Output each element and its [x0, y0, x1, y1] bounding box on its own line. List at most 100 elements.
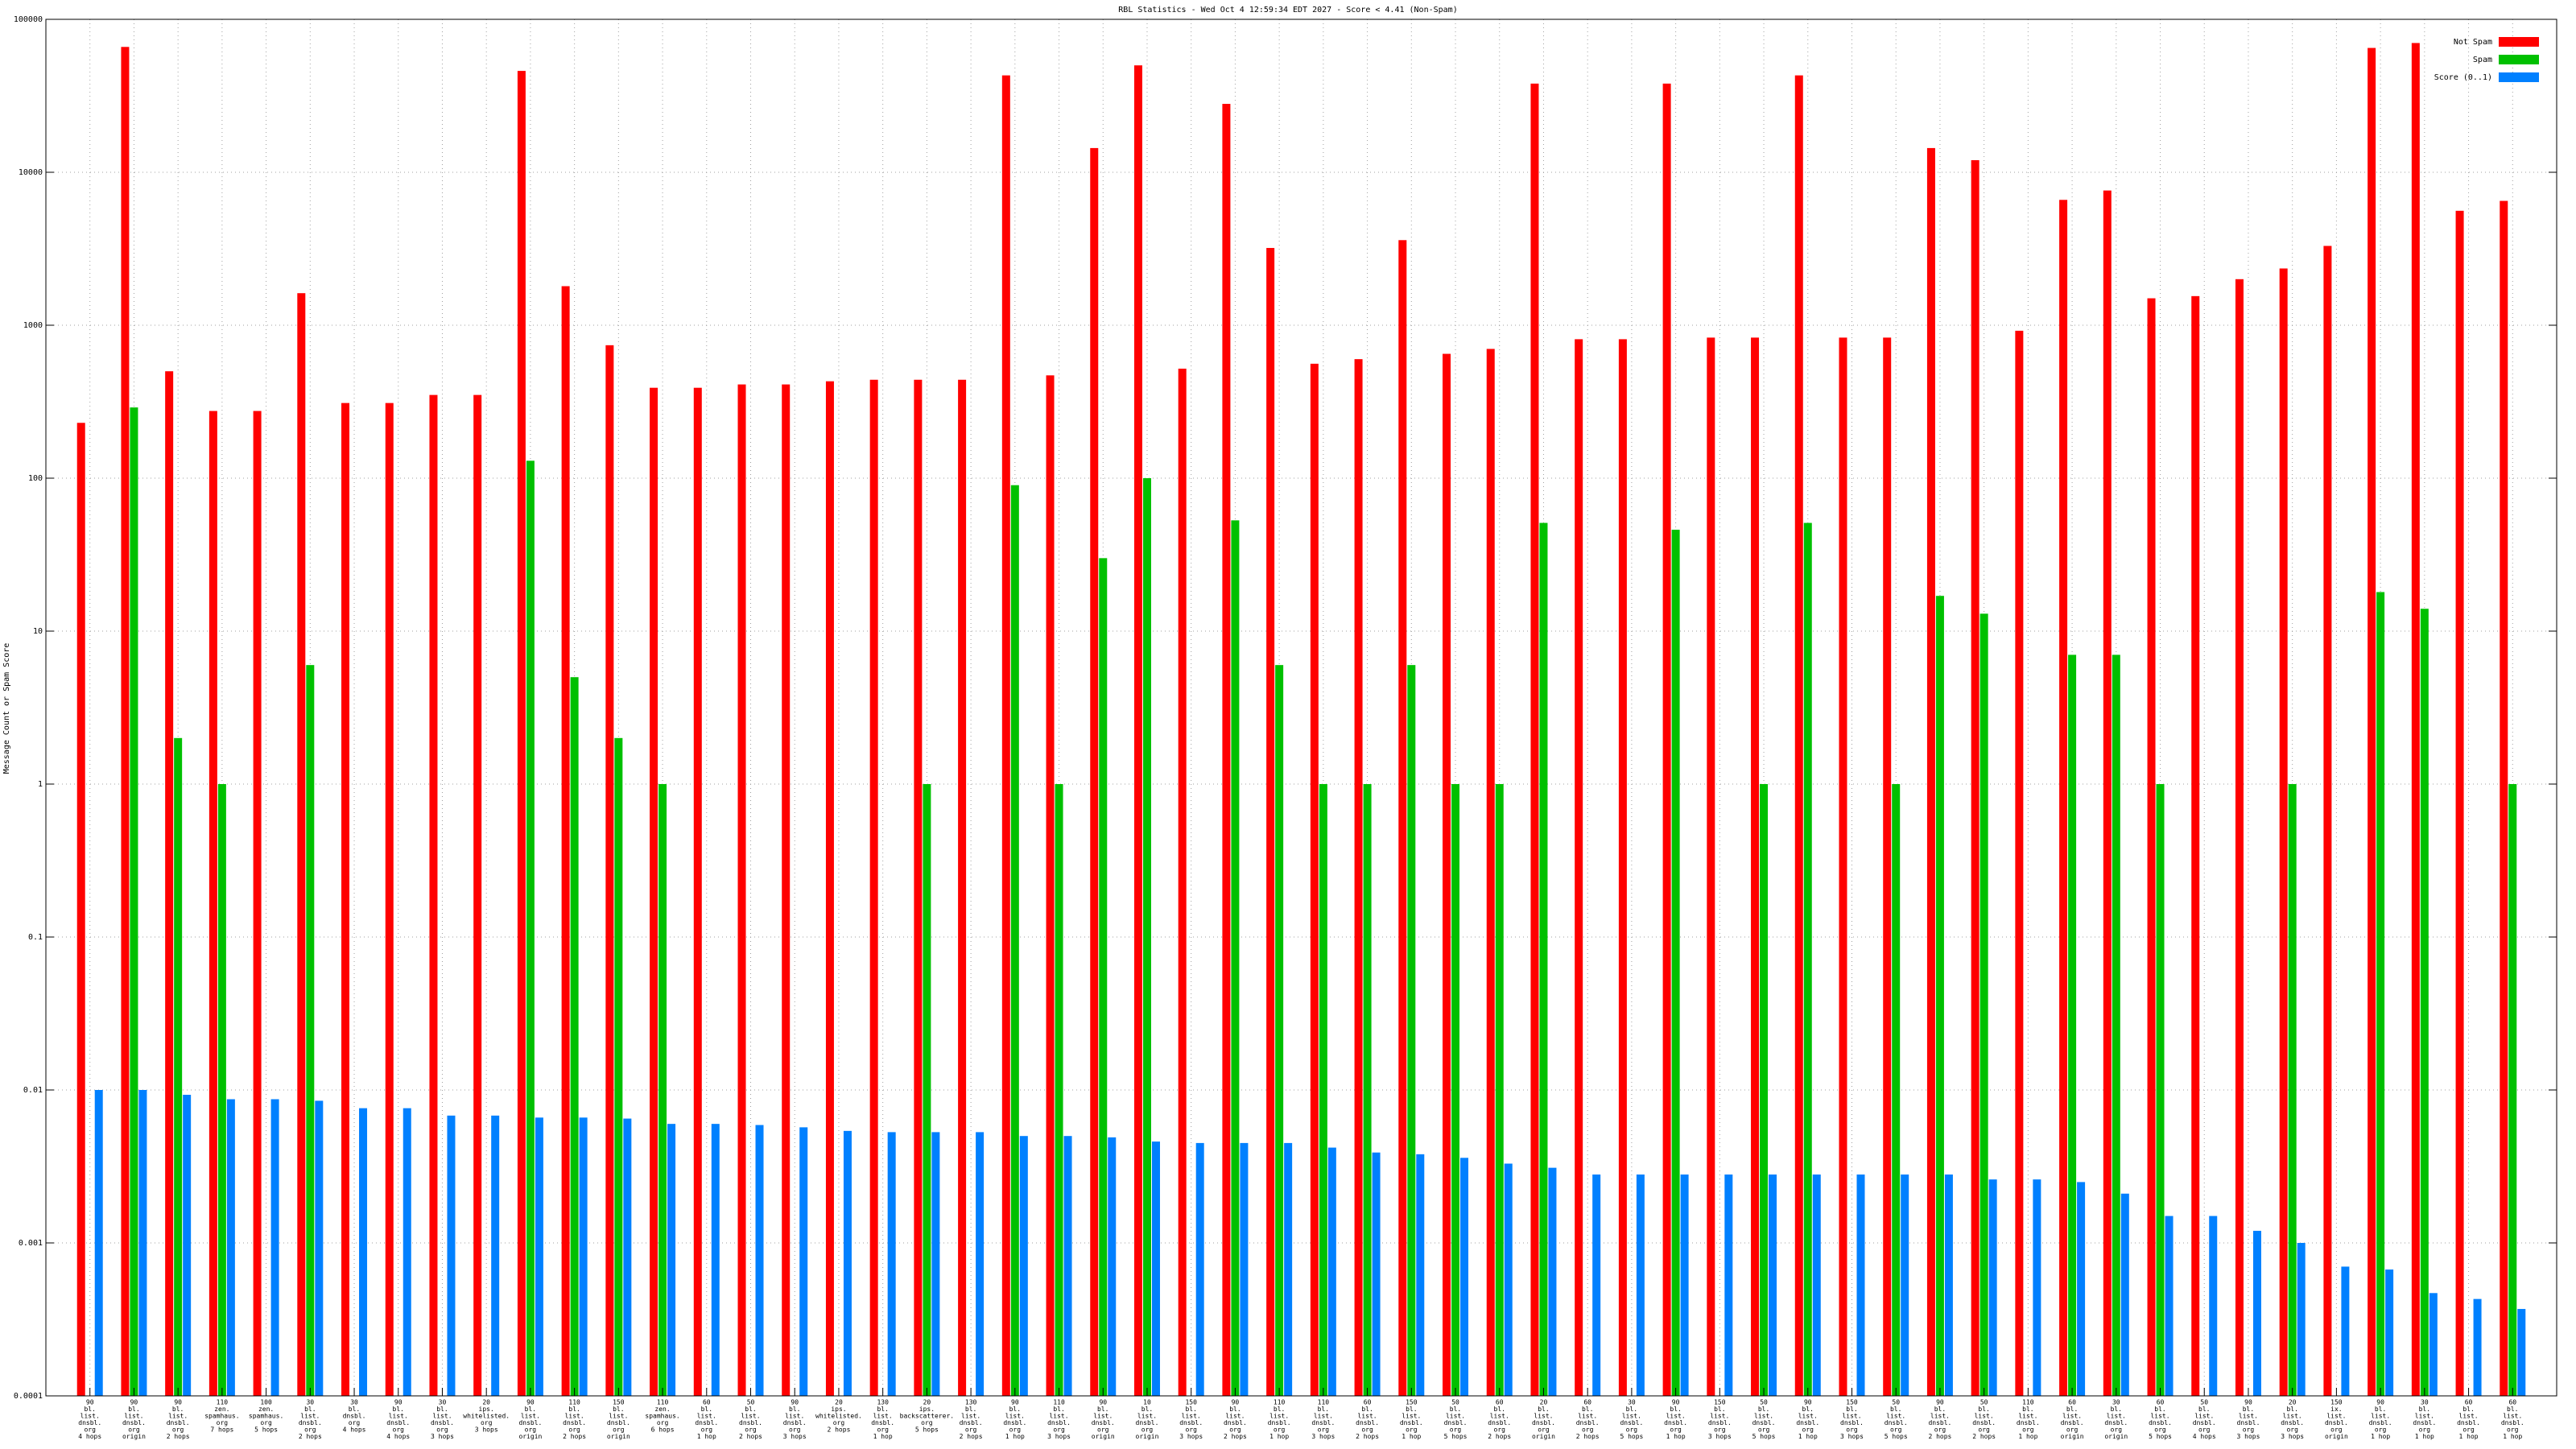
y-tick-label: 0.1 — [28, 933, 43, 942]
x-tick-label: bl. — [525, 1406, 536, 1413]
x-tick-label: 1 hop — [1798, 1433, 1818, 1440]
bar — [579, 1117, 588, 1396]
x-tick-label: org — [2111, 1426, 2123, 1434]
bar — [217, 784, 226, 1396]
x-tick-label: 50 — [1980, 1399, 1988, 1406]
bar — [1944, 1174, 1953, 1396]
bar — [1575, 339, 1583, 1397]
x-tick-label: list. — [1314, 1413, 1333, 1420]
bar — [491, 1115, 500, 1396]
x-tick-label: bl. — [1009, 1406, 1021, 1413]
bar — [2517, 1309, 2526, 1396]
x-tick-label: org — [2243, 1426, 2255, 1434]
x-tick-label: dnsbl. — [1400, 1419, 1423, 1426]
bar — [130, 407, 138, 1396]
x-tick-label: bl. — [568, 1406, 580, 1413]
x-tick-label: dnsbl. — [2457, 1419, 2480, 1426]
x-tick-label: 2 hops — [1224, 1433, 1247, 1440]
bar — [914, 379, 923, 1396]
x-tick-label: org — [2330, 1426, 2343, 1434]
x-tick-label: 90 — [1099, 1399, 1107, 1406]
x-tick-label: 90 — [174, 1399, 182, 1406]
x-tick-label: 1 hop — [1666, 1433, 1686, 1440]
x-tick-label: org — [217, 1419, 229, 1426]
bar — [1275, 665, 1284, 1396]
x-tick-label: bl. — [304, 1406, 316, 1413]
x-tick-label: 3 hops — [1708, 1433, 1732, 1440]
bar — [2508, 784, 2517, 1396]
y-tick-label: 100 — [28, 474, 43, 483]
x-tick-label: 90 — [1672, 1399, 1680, 1406]
bar — [1901, 1174, 1909, 1396]
x-tick-label: 90 — [1232, 1399, 1240, 1406]
x-tick-label: 30 — [2112, 1399, 2120, 1406]
x-tick-label: org — [1361, 1426, 1373, 1434]
bar — [1504, 1163, 1513, 1396]
x-tick-label: list. — [1446, 1413, 1465, 1420]
x-tick-label: org — [701, 1426, 713, 1434]
x-tick-label: bl. — [2066, 1406, 2078, 1413]
bar — [1926, 147, 1935, 1396]
x-tick-label: list. — [2018, 1413, 2037, 1420]
legend-swatch — [2499, 72, 2539, 82]
bar — [1769, 1174, 1777, 1396]
x-tick-label: list. — [1842, 1413, 1861, 1420]
x-tick-label: 3 hops — [783, 1433, 807, 1440]
x-tick-label: 5 hops — [1752, 1433, 1776, 1440]
x-tick-label: list. — [565, 1413, 584, 1420]
x-tick-label: org — [877, 1426, 889, 1434]
x-tick-label: dnsbl. — [1532, 1419, 1555, 1426]
bar — [825, 381, 834, 1396]
x-tick-label: list. — [1886, 1413, 1905, 1420]
x-tick-label: 2 hops — [1488, 1433, 1511, 1440]
bar — [1443, 353, 1451, 1397]
x-tick-label: 150 — [1714, 1399, 1726, 1406]
bar — [208, 411, 217, 1396]
bar — [1839, 337, 1847, 1397]
x-tick-label: 90 — [86, 1399, 94, 1406]
x-tick-label: 3 hops — [431, 1433, 454, 1440]
chart-title: RBL Statistics - Wed Oct 4 12:59:34 EDT … — [1118, 6, 1457, 14]
bar — [2112, 654, 2120, 1396]
y-tick-label: 0.0001 — [14, 1392, 43, 1401]
x-tick-label: org — [1758, 1426, 1770, 1434]
bar — [887, 1132, 896, 1396]
x-tick-label: bl. — [172, 1406, 184, 1413]
x-tick-label: list. — [1049, 1413, 1068, 1420]
x-tick-label: dnsbl. — [122, 1419, 146, 1426]
x-tick-label: 1 hop — [2459, 1433, 2479, 1440]
x-tick-label: 2 hops — [1928, 1433, 1951, 1440]
x-tick-label: 1 hop — [697, 1433, 716, 1440]
x-tick-label: bl. — [745, 1406, 756, 1413]
bar — [869, 379, 878, 1396]
x-tick-label: list. — [2194, 1413, 2214, 1420]
bar — [2455, 210, 2464, 1397]
x-tick-label: dnsbl. — [2104, 1419, 2128, 1426]
x-tick-label: 2 hops — [563, 1433, 586, 1440]
bar — [1372, 1152, 1381, 1396]
x-tick-label: bl. — [2154, 1406, 2165, 1413]
x-tick-label: org — [1714, 1426, 1726, 1434]
legend-label: Spam — [2473, 56, 2492, 64]
x-tick-label: 1 hop — [1402, 1433, 1421, 1440]
x-tick-label: dnsbl. — [1885, 1419, 1908, 1426]
x-tick-label: whitelisted. — [463, 1413, 510, 1420]
bar — [535, 1117, 543, 1396]
x-tick-label: 10 — [1143, 1399, 1151, 1406]
x-tick-label: list. — [1666, 1413, 1686, 1420]
bar — [2411, 43, 2420, 1396]
x-tick-label: dnsbl. — [1752, 1419, 1776, 1426]
x-tick-label: origin — [2104, 1433, 2128, 1440]
x-tick-label: bl. — [1318, 1406, 1329, 1413]
x-tick-label: list. — [1358, 1413, 1377, 1420]
x-tick-label: org — [2198, 1426, 2211, 1434]
bar — [359, 1108, 368, 1396]
bar — [1794, 75, 1803, 1396]
x-tick-label: 1 hop — [2018, 1433, 2037, 1440]
x-tick-label: 1 hop — [2503, 1433, 2522, 1440]
bar — [1240, 1142, 1249, 1396]
x-tick-label: dnsbl. — [2413, 1419, 2436, 1426]
x-tick-label: org — [1802, 1426, 1814, 1434]
bar — [174, 737, 183, 1396]
